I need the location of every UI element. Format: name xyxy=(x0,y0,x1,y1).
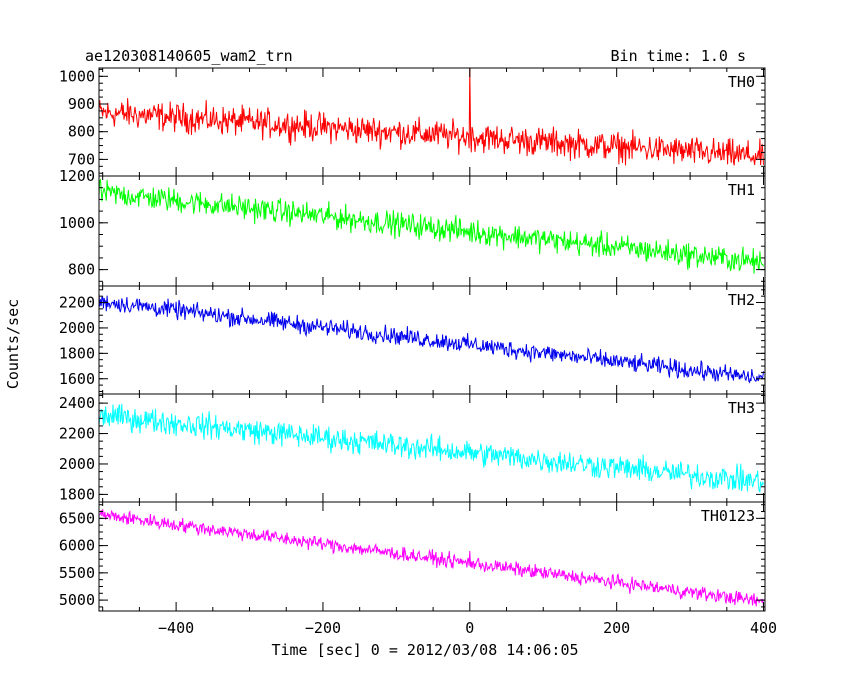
y-tick-label: 2400 xyxy=(59,394,95,412)
series-line-th0123 xyxy=(99,509,764,607)
y-tick-label: 2200 xyxy=(59,425,95,443)
panel-label-th0: TH0 xyxy=(728,73,755,91)
x-axis: −400 −200 0 200 400 xyxy=(158,619,777,637)
y-tick-label: 5500 xyxy=(59,564,95,582)
y-tick-label: 700 xyxy=(68,150,95,168)
y-tick-label: 1600 xyxy=(59,370,95,388)
panel-label-th1: TH1 xyxy=(728,181,755,199)
y-tick-label: 6500 xyxy=(59,509,95,527)
chart-title: ae120308140605_wam2_trn xyxy=(85,47,293,65)
y-tick-label: 2000 xyxy=(59,455,95,473)
panel-th1: 800 1000 1200 TH1 xyxy=(59,167,766,287)
panel-label-th2: TH2 xyxy=(728,291,755,309)
y-tick-label: 2200 xyxy=(59,294,95,312)
y-tick-label: 1800 xyxy=(59,485,95,503)
series-line-th0 xyxy=(99,68,764,166)
y-tick-label: 1000 xyxy=(59,67,95,85)
panel-th3: 1800 2000 2200 2400 TH3 xyxy=(59,393,766,503)
x-tick-label: 400 xyxy=(750,619,777,637)
series-line-th2 xyxy=(99,293,764,384)
panel-th0: 700 800 900 1000 TH0 xyxy=(59,67,766,177)
x-tick-label: 200 xyxy=(603,619,630,637)
y-tick-label: 1000 xyxy=(59,214,95,232)
y-axis-label: Counts/sec xyxy=(4,299,22,389)
y-tick-label: 2000 xyxy=(59,319,95,337)
y-tick-label: 800 xyxy=(68,261,95,279)
x-axis-label: Time [sec] 0 = 2012/03/08 14:06:05 xyxy=(271,641,578,659)
panel-th0123: 5000 5500 6000 6500 TH0123 xyxy=(59,501,766,612)
panel-th2: 1600 1800 2000 2200 TH2 xyxy=(59,285,766,395)
panels-group: 700 800 900 1000 TH0 800 1000 1200 TH1 1600 1800 20… xyxy=(59,67,766,612)
panel-label-th0123: TH0123 xyxy=(701,507,755,525)
panel-frame xyxy=(98,285,766,395)
y-tick-label: 900 xyxy=(68,95,95,113)
x-tick-label: −200 xyxy=(305,619,341,637)
y-tick-label: 5000 xyxy=(59,591,95,609)
series-line-th3 xyxy=(99,403,764,493)
x-tick-label: −400 xyxy=(158,619,194,637)
panel-frame xyxy=(98,501,766,612)
panel-label-th3: TH3 xyxy=(728,399,755,417)
y-tick-label: 1200 xyxy=(59,167,95,185)
series-line-th1 xyxy=(99,178,764,274)
bin-time-label: Bin time: 1.0 s xyxy=(611,47,746,65)
y-tick-label: 6000 xyxy=(59,537,95,555)
x-tick-label: 0 xyxy=(465,619,474,637)
y-tick-label: 1800 xyxy=(59,344,95,362)
y-tick-label: 800 xyxy=(68,123,95,141)
